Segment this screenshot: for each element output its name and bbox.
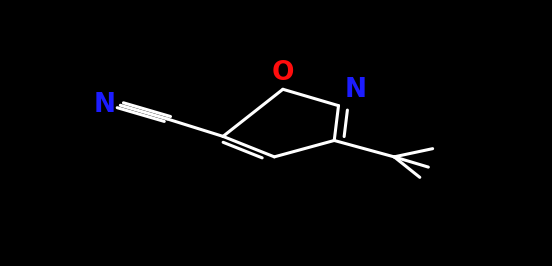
Text: O: O: [272, 60, 294, 86]
Text: N: N: [345, 77, 367, 103]
Text: N: N: [94, 92, 116, 118]
